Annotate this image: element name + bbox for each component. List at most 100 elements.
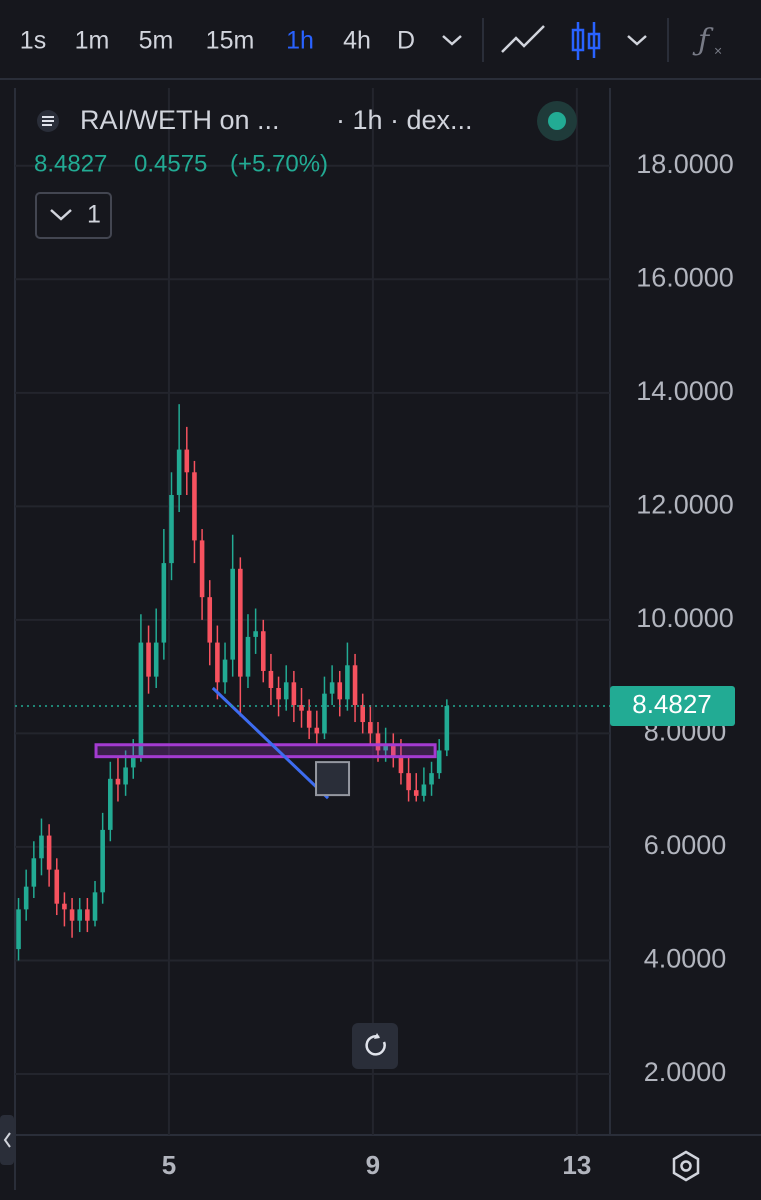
symbol-logo-mark [42, 116, 54, 126]
x-tick-label: 9 [366, 1150, 380, 1180]
candle-body [322, 693, 327, 734]
candle-body [161, 563, 167, 643]
interval-button[interactable]: 15m [206, 27, 255, 55]
candle-body [46, 835, 52, 870]
candle-body [192, 472, 197, 541]
more-intervals[interactable] [442, 35, 462, 46]
price-change-percent: (+5.70%) [230, 150, 328, 177]
indicators-button[interactable]: ƒ [692, 23, 714, 58]
x-tick-label: 5 [162, 1150, 176, 1180]
toggle-chevron [50, 209, 72, 221]
interval-button[interactable]: 1s [20, 27, 46, 55]
symbol-meta: · 1h · dex... [336, 105, 473, 135]
interval-button[interactable]: 4h [343, 27, 371, 55]
candle-body [54, 869, 60, 904]
candle-style-button[interactable] [571, 22, 601, 60]
indicators-toggle[interactable] [35, 192, 112, 239]
candle-body [31, 858, 37, 887]
y-tick-label: 4.0000 [644, 944, 727, 974]
candle-body [368, 722, 373, 734]
candle-body [444, 705, 450, 751]
candle-body [77, 909, 83, 921]
candle-body [413, 790, 419, 796]
indicators-button-x: × [714, 43, 722, 59]
y-tick-label: 6.0000 [644, 830, 727, 860]
candle-body [222, 659, 228, 683]
price-change: 0.4575 [134, 150, 207, 177]
candle-body [108, 778, 113, 830]
candle-body [283, 682, 289, 700]
candle-body [291, 682, 297, 706]
candle-body [352, 665, 358, 706]
candle-body [207, 597, 213, 643]
candle-body [238, 568, 243, 677]
candle-body [169, 494, 174, 564]
candle-body [421, 784, 427, 796]
interval-button[interactable]: 1m [75, 27, 110, 55]
y-tick-label: 14.0000 [636, 376, 734, 406]
y-tick-label: 18.0000 [636, 149, 734, 179]
line-style-button[interactable] [501, 25, 545, 53]
y-tick-label: 16.0000 [636, 262, 734, 292]
candle-body [230, 568, 235, 660]
candle-body [345, 665, 350, 700]
candle-body [436, 750, 442, 774]
reset-button[interactable] [352, 1023, 398, 1069]
candle-body [16, 909, 21, 950]
candle-body [146, 642, 151, 677]
candle-body [375, 733, 381, 751]
candle-body [306, 710, 312, 728]
drawing-handle [315, 761, 351, 797]
candle-body [329, 682, 335, 694]
candle-body [62, 903, 67, 910]
candle-body [253, 631, 258, 637]
toolbar [0, 0, 761, 78]
market-status-dot [548, 112, 566, 130]
candle-body [276, 687, 281, 700]
candle-body [69, 909, 75, 921]
price-zone [94, 743, 437, 759]
settings-icon [680, 1160, 692, 1172]
indicators-count: 1 [87, 201, 101, 229]
reset-icon [365, 1035, 386, 1056]
y-tick-label: 12.0000 [636, 489, 734, 519]
side-panel-chevron [3, 1132, 11, 1148]
y-tick-label: 10.0000 [636, 603, 734, 633]
candle-body [92, 892, 98, 921]
reset-arrow [374, 1033, 380, 1039]
symbol-title: RAI/WETH on ... [80, 105, 280, 135]
settings-button[interactable] [672, 1150, 700, 1182]
candle-body [398, 756, 404, 774]
interval-button[interactable]: D [397, 27, 415, 55]
candle-body [429, 773, 434, 785]
y-tick-label: 2.0000 [644, 1057, 727, 1087]
x-tick-label: 13 [562, 1150, 591, 1180]
candle-body [314, 727, 320, 734]
candle-body [130, 756, 136, 768]
candle-body [100, 829, 105, 893]
candle-body [115, 778, 121, 785]
candle-body [85, 909, 90, 921]
grid [15, 88, 610, 1135]
candle-body [260, 631, 266, 671]
candle-body [299, 705, 304, 711]
more-styles[interactable] [627, 35, 647, 46]
last-price: 8.4827 [34, 150, 107, 177]
candle-body [153, 642, 159, 677]
last-price-badge [610, 685, 735, 726]
candle-body [184, 449, 190, 473]
candle-body [23, 886, 29, 910]
candle-body [138, 642, 144, 757]
interval-button[interactable]: 1h [286, 27, 314, 55]
candle-body [176, 449, 182, 495]
candle-body [360, 705, 365, 723]
last-price-label: 8.4827 [632, 689, 712, 719]
interval-button[interactable]: 5m [139, 27, 174, 55]
candle-body [391, 744, 396, 757]
interval-bar: 1s 1m 5m 15m 1h 4h D [20, 27, 415, 55]
candle-body [199, 540, 205, 598]
candle-body [123, 767, 128, 785]
side-panel-tab[interactable] [0, 1115, 14, 1165]
